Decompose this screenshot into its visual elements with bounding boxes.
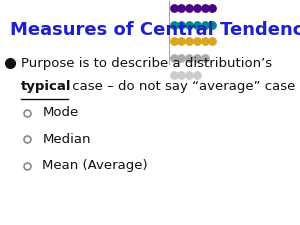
Text: Mode: Mode	[42, 106, 79, 119]
Text: Median: Median	[42, 133, 91, 146]
Text: Purpose is to describe a distribution’s: Purpose is to describe a distribution’s	[21, 57, 272, 70]
Text: typical: typical	[21, 80, 71, 93]
Text: case – do not say “average” case: case – do not say “average” case	[68, 80, 295, 93]
Text: Mean (Average): Mean (Average)	[42, 159, 148, 172]
Text: Measures of Central Tendency: Measures of Central Tendency	[10, 21, 300, 39]
